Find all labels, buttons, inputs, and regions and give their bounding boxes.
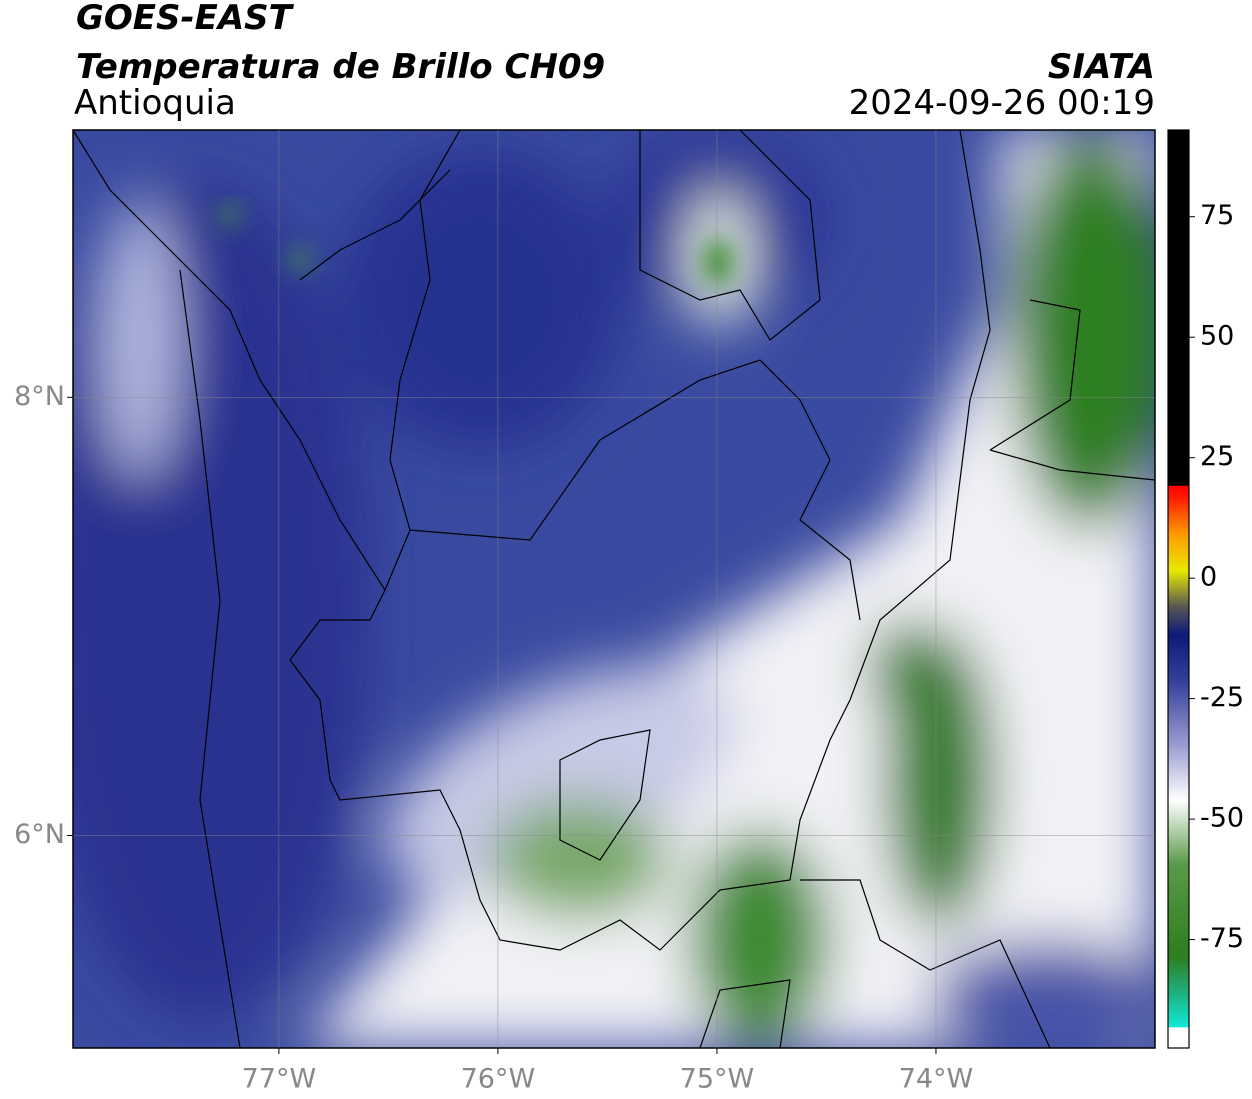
colorbar xyxy=(1167,129,1190,1049)
region: Antioquia xyxy=(74,83,236,123)
boundaries xyxy=(73,130,1155,1048)
colorbar-tick-label: 25 xyxy=(1200,441,1234,472)
colorbar-tick-label: 50 xyxy=(1200,321,1234,352)
title: GOES-EAST xyxy=(76,0,295,38)
imagery xyxy=(73,130,1155,1048)
colorbar-tick-label: 75 xyxy=(1200,200,1234,231)
timestamp: 2024-09-26 00:19 xyxy=(849,83,1155,123)
colorbar-tick-label: 0 xyxy=(1200,562,1217,593)
x-tick-label: 74°W xyxy=(899,1064,974,1095)
x-tick-label: 76°W xyxy=(461,1064,536,1095)
y-tick-label: 6°N xyxy=(14,819,65,850)
subtitle: Temperatura de Brillo CH09 xyxy=(76,47,605,87)
map-frame xyxy=(72,129,1156,1049)
source: SIATA xyxy=(1048,47,1155,87)
colorbar-tick-label: -75 xyxy=(1200,923,1244,954)
colorbar-tick-label: -25 xyxy=(1200,682,1244,713)
x-tick-label: 77°W xyxy=(242,1064,317,1095)
y-tick-label: 8°N xyxy=(14,381,65,412)
colorbar-tick-label: -50 xyxy=(1200,803,1244,834)
x-tick-label: 75°W xyxy=(680,1064,755,1095)
